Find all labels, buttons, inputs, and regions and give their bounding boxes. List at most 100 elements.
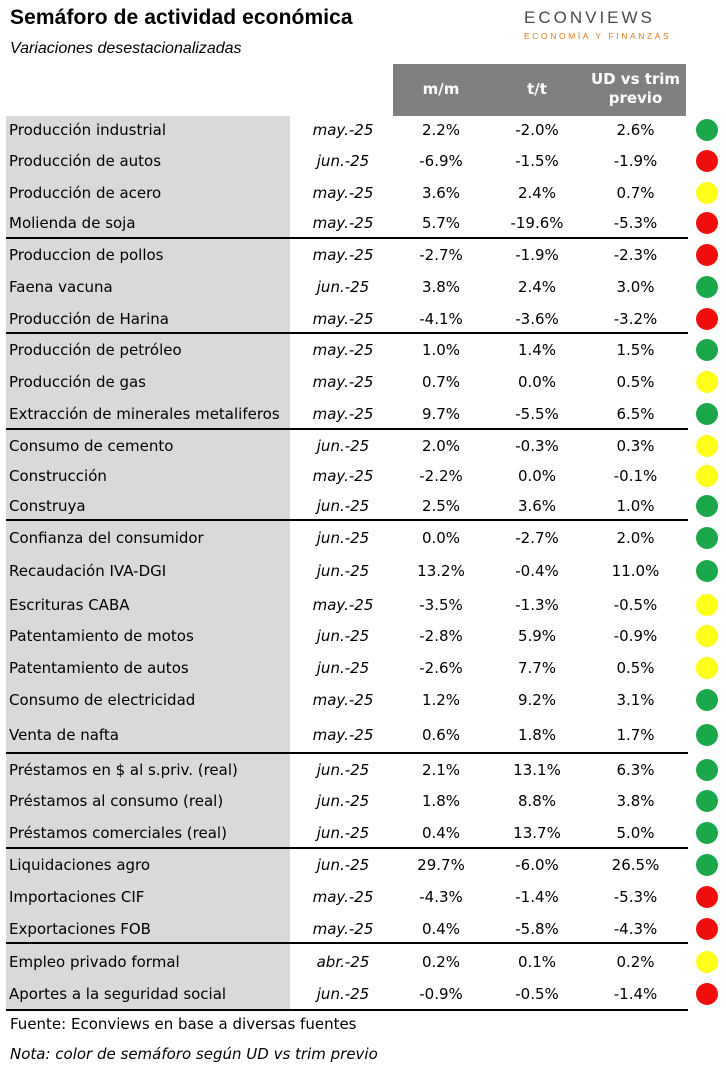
logo-wordmark: ECONVIEWS <box>524 8 655 27</box>
value-tt: -19.6% <box>510 214 564 232</box>
value-mm: 1.0% <box>421 341 461 359</box>
value-ud: 3.1% <box>616 691 655 709</box>
value-tt: -3.6% <box>515 310 559 328</box>
indicator-date: jun.-25 <box>316 985 370 1003</box>
traffic-light-green-icon <box>696 822 718 844</box>
traffic-light-red-icon <box>696 886 718 908</box>
indicator-date: jun.-25 <box>316 659 370 677</box>
traffic-light-green-icon <box>696 276 718 298</box>
value-ud: 26.5% <box>611 856 660 874</box>
value-mm: 0.6% <box>421 726 461 744</box>
indicator-date: may.-25 <box>312 888 374 906</box>
value-mm: -2.8% <box>419 627 463 645</box>
group-separator <box>6 237 688 239</box>
value-tt: 5.9% <box>517 627 557 645</box>
traffic-light-red-icon <box>696 983 718 1005</box>
indicator-date: may.-25 <box>312 726 374 744</box>
value-tt: 0.1% <box>517 953 557 971</box>
indicator-name: Recaudación IVA-DGI <box>9 562 167 580</box>
traffic-light-red-icon <box>696 918 718 940</box>
value-ud: 1.0% <box>616 497 655 515</box>
value-mm: -2.6% <box>419 659 463 677</box>
indicator-date: may.-25 <box>312 214 374 232</box>
value-ud: -0.5% <box>613 596 658 614</box>
traffic-light-red-icon <box>696 212 718 234</box>
value-mm: -2.2% <box>419 467 463 485</box>
indicator-name: Construcción <box>9 467 107 485</box>
column-header-band <box>393 64 686 116</box>
indicator-date: may.-25 <box>312 184 374 202</box>
traffic-light-yellow-icon <box>696 657 718 679</box>
value-ud: 1.7% <box>616 726 655 744</box>
indicator-date: jun.-25 <box>316 856 370 874</box>
econviews-logo: ECONVIEWS ECONOMÍA Y FINANZAS <box>524 8 680 41</box>
indicator-name: Confianza del consumidor <box>9 529 204 547</box>
indicator-date: jun.-25 <box>316 562 370 580</box>
indicator-name: Préstamos en $ al s.priv. (real) <box>9 761 238 779</box>
value-mm: 1.8% <box>421 792 461 810</box>
value-mm: 5.7% <box>421 214 461 232</box>
group-separator <box>6 942 688 944</box>
indicator-name: Consumo de cemento <box>9 437 174 455</box>
indicator-name: Producción industrial <box>9 121 167 139</box>
value-tt: 0.0% <box>517 373 557 391</box>
value-tt: -1.5% <box>515 152 559 170</box>
indicator-date: may.-25 <box>312 310 374 328</box>
value-tt: -2.7% <box>515 529 559 547</box>
traffic-light-yellow-icon <box>696 465 718 487</box>
indicator-name: Empleo privado formal <box>9 953 180 971</box>
value-ud: 0.2% <box>616 953 655 971</box>
indicator-date: may.-25 <box>312 373 374 391</box>
indicator-name: Liquidaciones agro <box>9 856 151 874</box>
value-tt: 1.8% <box>517 726 557 744</box>
value-ud: 0.3% <box>616 437 655 455</box>
indicator-name-column-background <box>6 116 290 1010</box>
value-tt: 9.2% <box>517 691 557 709</box>
value-mm: 2.1% <box>421 761 461 779</box>
traffic-light-green-icon <box>696 689 718 711</box>
indicator-date: jun.-25 <box>316 824 370 842</box>
column-header-ud: UD vs trim previo <box>590 70 681 107</box>
value-tt: -1.9% <box>515 246 559 264</box>
indicator-date: jun.-25 <box>316 497 370 515</box>
indicator-name: Molienda de soja <box>9 214 136 232</box>
traffic-light-green-icon <box>696 527 718 549</box>
indicator-name: Producción de gas <box>9 373 146 391</box>
column-header-mm: m/m <box>422 80 460 98</box>
indicator-date: may.-25 <box>312 596 374 614</box>
value-ud: 2.0% <box>616 529 655 547</box>
value-tt: -0.3% <box>515 437 559 455</box>
traffic-light-green-icon <box>696 724 718 746</box>
traffic-light-green-icon <box>696 339 718 361</box>
value-tt: 8.8% <box>517 792 557 810</box>
value-tt: -0.5% <box>515 985 559 1003</box>
value-tt: 7.7% <box>517 659 557 677</box>
value-ud: 6.5% <box>616 405 655 423</box>
group-separator <box>6 847 688 849</box>
indicator-name: Producción de petróleo <box>9 341 182 359</box>
indicator-date: may.-25 <box>312 467 374 485</box>
traffic-light-yellow-icon <box>696 951 718 973</box>
indicator-date: may.-25 <box>312 246 374 264</box>
value-tt: 2.4% <box>517 184 557 202</box>
indicator-date: may.-25 <box>312 691 374 709</box>
value-tt: -1.4% <box>515 888 559 906</box>
traffic-light-red-icon <box>696 244 718 266</box>
indicator-date: jun.-25 <box>316 152 370 170</box>
color-note: Nota: color de semáforo según UD vs trim… <box>10 1045 378 1063</box>
value-ud: -5.3% <box>613 214 658 232</box>
indicator-name: Préstamos comerciales (real) <box>9 824 227 842</box>
indicator-date: jun.-25 <box>316 437 370 455</box>
traffic-light-green-icon <box>696 560 718 582</box>
group-separator <box>6 332 688 334</box>
traffic-light-green-icon <box>696 790 718 812</box>
indicator-date: jun.-25 <box>316 529 370 547</box>
value-tt: 1.4% <box>517 341 557 359</box>
value-mm: -4.1% <box>419 310 463 328</box>
traffic-light-yellow-icon <box>696 625 718 647</box>
traffic-light-green-icon <box>696 403 718 425</box>
indicator-name: Exportaciones FOB <box>9 920 151 938</box>
indicator-name: Faena vacuna <box>9 278 113 296</box>
value-ud: 0.5% <box>616 659 655 677</box>
